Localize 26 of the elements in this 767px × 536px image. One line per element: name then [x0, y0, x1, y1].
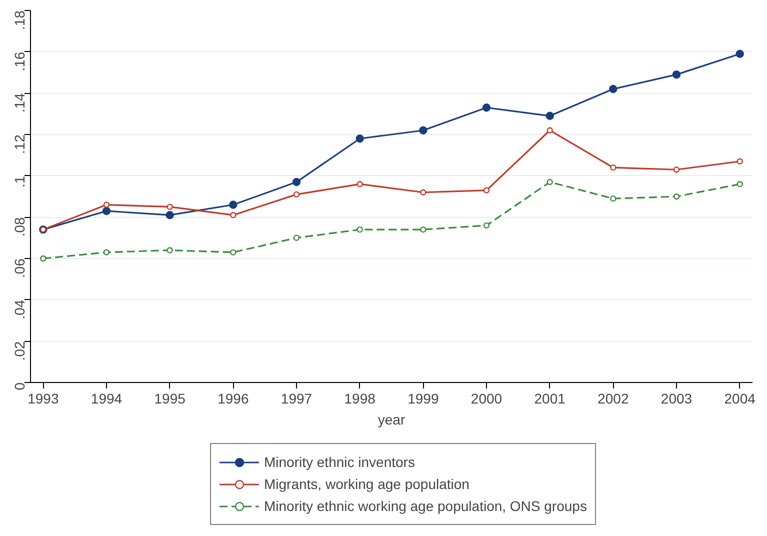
x-tick-label: 1994: [90, 390, 122, 406]
x-axis-title: year: [378, 412, 406, 428]
x-tick-label: 1998: [344, 390, 376, 406]
x-tick-label: 1995: [154, 390, 186, 406]
x-tick-label: 2002: [598, 390, 629, 406]
y-tick-label: .06: [12, 258, 28, 278]
y-tick-label: .1: [12, 176, 28, 188]
y-tick-label: .14: [12, 92, 28, 113]
y-tick-label: .08: [12, 216, 28, 237]
legend-label: Migrants, working age population: [264, 476, 470, 492]
y-tick-label: .12: [12, 134, 28, 154]
y-tick-label: .04: [12, 300, 28, 320]
x-tick-label: 2003: [660, 390, 692, 406]
legend-label: Minority ethnic working age population, ONS groups: [264, 498, 587, 514]
x-tick-label: 1996: [218, 390, 249, 406]
x-tick-label: 1993: [28, 390, 59, 406]
x-tick-label: 1997: [280, 390, 312, 406]
x-tick-label: 2001: [534, 390, 566, 406]
x-tick-label: 2000: [470, 390, 502, 406]
y-tick-label: 0: [12, 382, 28, 390]
x-tick-label: 2004: [724, 390, 756, 406]
legend-label: Minority ethnic inventors: [264, 454, 415, 470]
y-tick-label: .02: [12, 340, 28, 361]
x-tick-label: 1999: [408, 390, 439, 406]
y-tick-label: .18: [12, 10, 28, 30]
y-tick-label: .16: [12, 52, 28, 72]
